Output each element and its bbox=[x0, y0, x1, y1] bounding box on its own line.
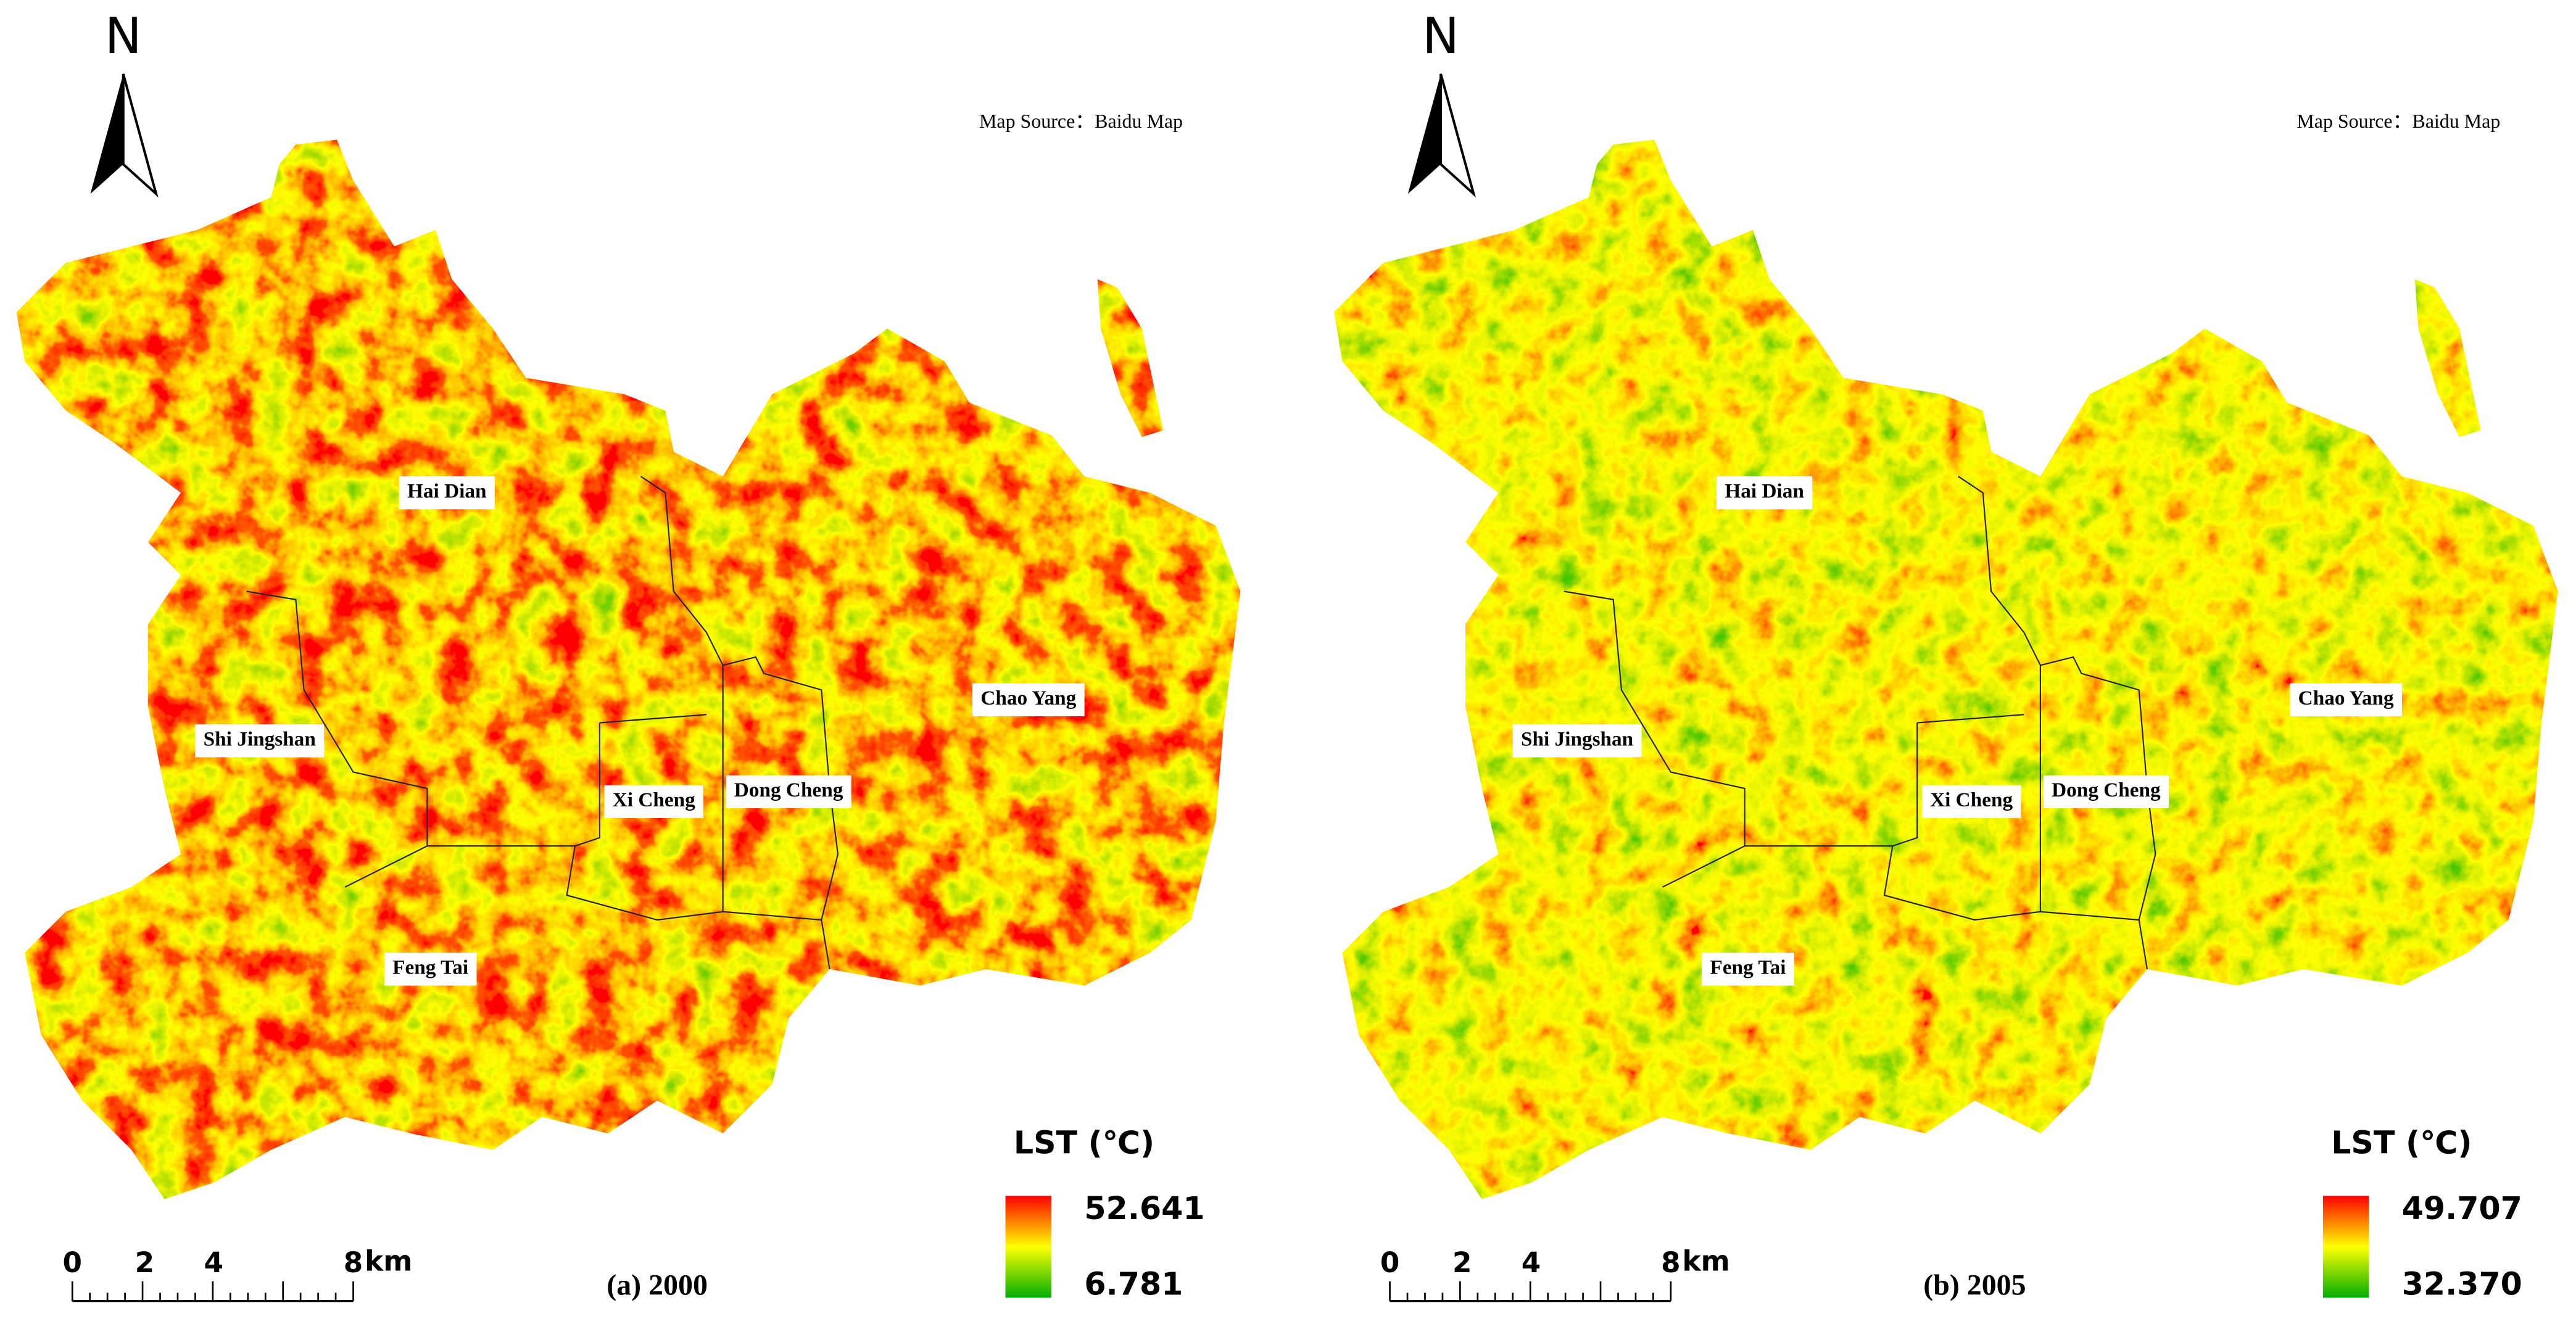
district-label: Dong Cheng bbox=[734, 779, 843, 801]
district-boundaries bbox=[1563, 476, 2156, 970]
panel-caption: (b) 2005 bbox=[1923, 1268, 2026, 1301]
district-label: Shi Jingshan bbox=[1521, 727, 1633, 750]
district-label-box bbox=[1702, 953, 1794, 986]
district-label-box bbox=[1717, 476, 1813, 510]
map-panel: N Map Source：Baidu Map Hai Dian Shi Jingsha… bbox=[16, 7, 1241, 1302]
scale-label: 0 bbox=[1380, 1246, 1400, 1279]
legend-min: 32.370 bbox=[2402, 1265, 2522, 1302]
north-arrow-right bbox=[122, 73, 159, 198]
scale-label: 4 bbox=[204, 1246, 223, 1279]
legend-ramp bbox=[1005, 1196, 1052, 1298]
scale-label: 8 bbox=[344, 1246, 363, 1279]
legend-min: 6.781 bbox=[1084, 1265, 1183, 1302]
scale-unit: km bbox=[365, 1244, 412, 1277]
district-label: Feng Tai bbox=[392, 956, 468, 979]
map-panel: N Map Source：Baidu Map Hai Dian Shi Jingsha… bbox=[1334, 7, 2558, 1302]
scale-label: 4 bbox=[1522, 1246, 1541, 1279]
legend-title: LST (℃) bbox=[2331, 1124, 2472, 1161]
district-label: Xi Cheng bbox=[613, 788, 695, 811]
legend-max: 49.707 bbox=[2402, 1190, 2522, 1227]
scale-label: 8 bbox=[1661, 1246, 1680, 1279]
lst-raster bbox=[16, 139, 1241, 1199]
district-label-box bbox=[399, 476, 495, 510]
district-label: Hai Dian bbox=[1725, 479, 1804, 502]
district-label-box bbox=[195, 724, 325, 758]
district-label: Shi Jingshan bbox=[204, 727, 316, 750]
legend-max: 52.641 bbox=[1084, 1190, 1204, 1227]
district-label-box bbox=[1921, 785, 2021, 818]
north-arrow-left bbox=[1407, 73, 1441, 194]
panel-caption: (a) 2000 bbox=[607, 1268, 708, 1301]
north-arrow-left bbox=[90, 73, 123, 194]
district-boundaries bbox=[246, 476, 839, 970]
district-label-box bbox=[604, 785, 704, 818]
legend-ramp bbox=[2322, 1196, 2369, 1298]
district-label: Hai Dian bbox=[407, 479, 486, 502]
district-label: Xi Cheng bbox=[1930, 788, 2013, 811]
north-arrow-right bbox=[1439, 73, 1476, 198]
district-label: Feng Tai bbox=[1710, 956, 1786, 979]
district-label-box bbox=[972, 683, 1085, 716]
district-label-box bbox=[384, 953, 477, 986]
map-source: Map Source：Baidu Map bbox=[2296, 110, 2500, 132]
lst-raster bbox=[1334, 139, 2558, 1199]
district-label-box bbox=[2043, 775, 2169, 808]
district-label-box bbox=[2290, 683, 2402, 716]
legend-title: LST (℃) bbox=[1014, 1124, 1154, 1161]
district-label-box bbox=[726, 775, 851, 808]
district-label: Chao Yang bbox=[980, 687, 1076, 710]
map-source: Map Source：Baidu Map bbox=[979, 110, 1183, 132]
district-label: Chao Yang bbox=[2298, 687, 2394, 710]
district-label-box bbox=[1512, 724, 1642, 758]
district-label: Dong Cheng bbox=[2052, 779, 2161, 801]
scale-unit: km bbox=[1683, 1244, 1730, 1277]
scale-label: 2 bbox=[135, 1246, 155, 1279]
north-label: N bbox=[1422, 7, 1459, 65]
north-label: N bbox=[105, 7, 142, 65]
scale-label: 2 bbox=[1452, 1246, 1472, 1279]
scale-label: 0 bbox=[62, 1246, 82, 1279]
